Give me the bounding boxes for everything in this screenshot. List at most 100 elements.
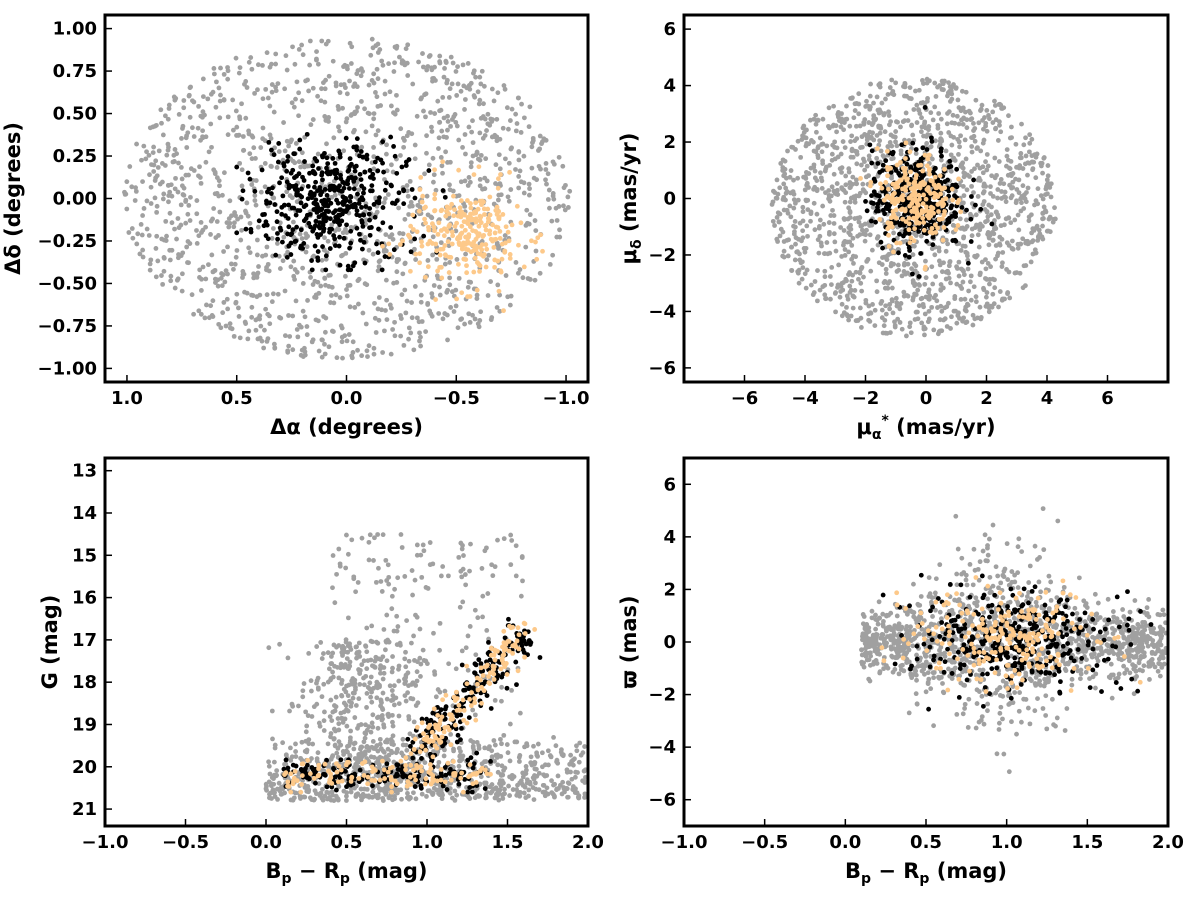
data-point [913, 263, 919, 269]
data-point [266, 268, 272, 274]
data-point [203, 159, 209, 165]
data-point [196, 233, 202, 239]
data-point [867, 93, 873, 99]
data-point [950, 197, 956, 203]
data-point [186, 172, 191, 178]
data-point [908, 235, 914, 241]
data-point [450, 233, 456, 239]
data-point [299, 150, 305, 156]
data-point [315, 686, 321, 692]
data-point [483, 222, 489, 228]
data-point [409, 300, 414, 305]
data-point [983, 294, 989, 300]
data-point [998, 102, 1004, 108]
data-point [299, 739, 305, 745]
data-point [843, 190, 849, 196]
data-point [391, 110, 396, 116]
data-point [384, 612, 390, 618]
data-point [507, 169, 512, 175]
data-point [144, 149, 149, 155]
data-point [234, 164, 240, 170]
data-point [224, 296, 230, 302]
data-point [1023, 153, 1029, 159]
data-point [374, 94, 380, 100]
data-point [819, 185, 825, 191]
data-point [487, 231, 492, 237]
data-point [874, 146, 880, 151]
data-point [298, 164, 304, 170]
data-point [831, 122, 836, 128]
data-point [323, 253, 329, 259]
data-point [147, 125, 153, 131]
data-point [973, 97, 979, 103]
data-point [283, 213, 288, 219]
data-point [174, 151, 180, 157]
data-point [414, 678, 420, 684]
data-point [518, 220, 524, 226]
data-point [831, 213, 837, 218]
data-point [943, 248, 949, 254]
data-point [293, 212, 299, 218]
data-point [884, 257, 890, 263]
data-point [500, 125, 506, 131]
data-point [249, 182, 255, 188]
data-point [781, 248, 787, 254]
data-point [532, 277, 538, 283]
data-point [961, 268, 966, 274]
data-point [424, 133, 429, 139]
data-point [971, 177, 977, 183]
data-point [981, 137, 987, 143]
data-point [304, 332, 310, 338]
data-point [830, 207, 835, 213]
data-point [385, 562, 391, 568]
data-point [454, 296, 459, 302]
data-point [367, 232, 373, 238]
data-point [135, 231, 141, 237]
data-point [337, 262, 343, 268]
x-tick-label: −0.5 [433, 388, 480, 409]
data-point [802, 249, 808, 255]
data-point [477, 97, 483, 103]
data-point [270, 291, 276, 297]
data-point [499, 256, 505, 262]
data-point [851, 294, 857, 300]
data-point [466, 232, 472, 238]
data-point [529, 165, 535, 171]
data-point [293, 741, 298, 747]
data-point [169, 220, 175, 226]
data-point [874, 278, 880, 284]
data-point [545, 171, 551, 177]
data-point [172, 285, 178, 291]
data-point [513, 573, 519, 579]
data-point [348, 267, 354, 273]
data-point [208, 91, 214, 97]
data-point [435, 276, 441, 281]
data-point [792, 257, 798, 263]
data-point [475, 231, 481, 236]
data-point [394, 92, 399, 98]
data-point [431, 76, 437, 81]
data-point [492, 264, 498, 270]
data-point [277, 641, 282, 647]
data-point [141, 206, 147, 211]
data-point [497, 308, 503, 314]
data-point [1000, 260, 1005, 266]
data-point [854, 136, 860, 141]
data-point [355, 105, 360, 110]
data-point [238, 237, 244, 243]
data-point [322, 212, 327, 218]
data-point [214, 219, 220, 224]
data-point [468, 201, 473, 206]
data-point [840, 139, 846, 144]
data-point [298, 352, 304, 358]
data-point [943, 148, 949, 154]
data-point [859, 134, 865, 140]
data-point [546, 187, 552, 193]
data-point [406, 658, 412, 664]
data-point [526, 124, 532, 130]
data-point [993, 125, 999, 131]
data-point [523, 244, 529, 250]
data-point [928, 204, 934, 210]
data-point [489, 754, 495, 760]
data-point [1004, 266, 1009, 272]
